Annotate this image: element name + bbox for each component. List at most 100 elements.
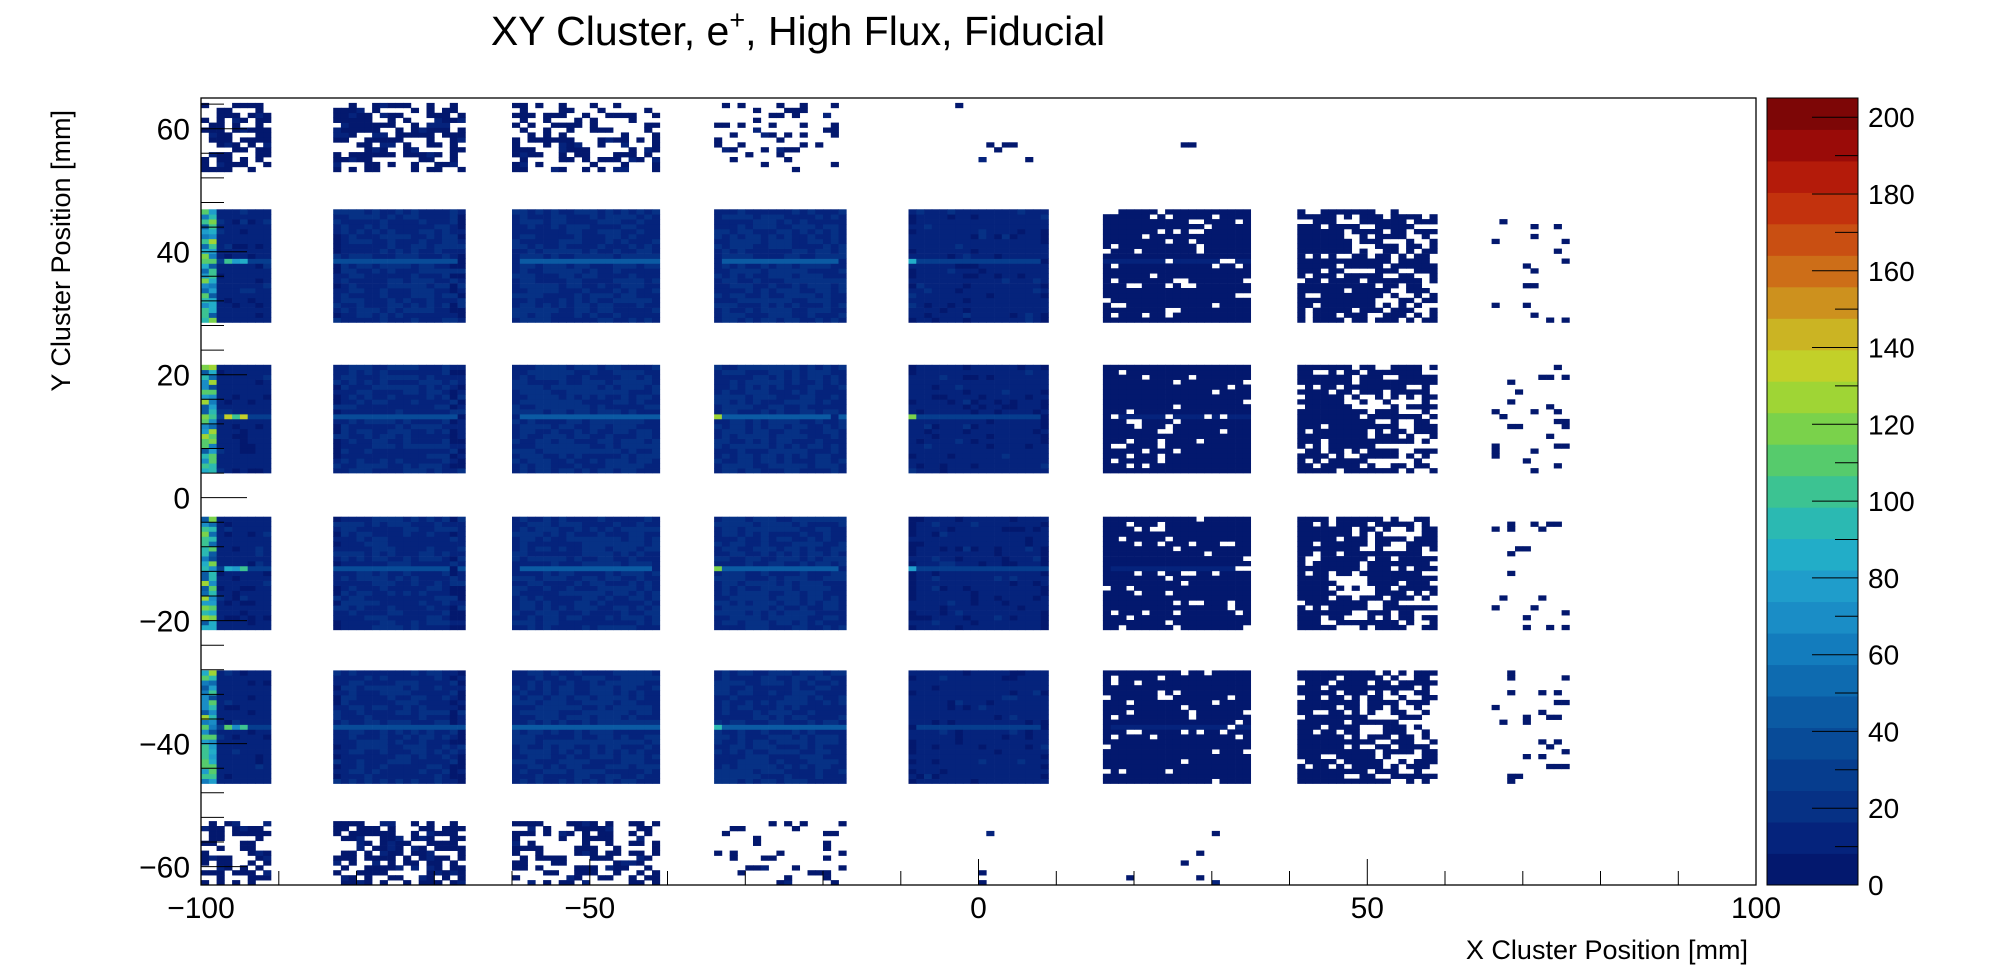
heatmap-cell — [582, 865, 591, 871]
heatmap-cell — [340, 744, 350, 750]
heatmap-cell — [620, 714, 630, 720]
heatmap-cell — [224, 531, 233, 537]
heatmap-cell — [224, 433, 233, 439]
heatmap-cell — [333, 685, 342, 691]
heatmap-cell — [208, 778, 217, 784]
heatmap-cell — [418, 521, 427, 527]
heatmap-cell — [348, 404, 357, 410]
heatmap-cell — [543, 364, 552, 371]
heatmap-cell — [636, 880, 645, 886]
heatmap-cell — [519, 763, 528, 770]
heatmap-cell — [255, 428, 264, 435]
heatmap-cell — [333, 369, 342, 376]
heatmap-cell — [449, 526, 458, 532]
heatmap-cell — [387, 719, 396, 725]
heatmap-cell — [239, 463, 249, 469]
heatmap-cell — [410, 821, 420, 827]
heatmap-cell — [512, 680, 521, 686]
heatmap-cell — [364, 699, 373, 706]
heatmap-cell — [535, 526, 544, 532]
heatmap-cell — [566, 724, 575, 730]
heatmap-cell — [232, 680, 241, 686]
heatmap-cell — [263, 699, 272, 706]
heatmap-cell — [791, 233, 801, 240]
heatmap-cell — [760, 229, 769, 235]
heatmap-cell — [644, 724, 653, 730]
heatmap-cell — [652, 565, 661, 572]
heatmap-cell — [550, 600, 560, 606]
heatmap-cell — [247, 312, 256, 318]
heatmap-cell — [356, 127, 365, 133]
heatmap-cell — [597, 521, 606, 527]
heatmap-cell — [418, 778, 427, 784]
heatmap-cell — [201, 778, 210, 784]
heatmap-cell — [333, 117, 342, 123]
heatmap-cell — [784, 317, 793, 323]
heatmap-cell — [527, 734, 536, 740]
heatmap-cell — [760, 273, 769, 279]
heatmap-cell — [333, 233, 342, 240]
heatmap-cell — [543, 754, 552, 760]
heatmap-cell — [379, 364, 388, 371]
heatmap-cell — [364, 384, 373, 390]
heatmap-cell — [364, 521, 373, 527]
heatmap-cell — [232, 759, 241, 765]
heatmap-cell — [379, 389, 388, 395]
heatmap-cell — [574, 620, 583, 626]
heatmap-cell — [216, 404, 225, 410]
heatmap-cell — [379, 600, 388, 606]
heatmap-cell — [605, 600, 614, 606]
heatmap-cell — [613, 675, 622, 681]
heatmap-cell — [426, 379, 435, 385]
heatmap-cell — [247, 526, 256, 532]
heatmap-cell — [582, 302, 591, 308]
heatmap-cell — [457, 112, 466, 119]
heatmap-cell — [410, 463, 420, 469]
heatmap-cell — [558, 157, 567, 163]
heatmap-cell — [348, 546, 357, 552]
heatmap-cell — [426, 312, 435, 318]
heatmap-cell — [410, 229, 420, 235]
heatmap-cell — [558, 463, 567, 469]
heatmap-cell — [434, 389, 443, 395]
heatmap-cell — [652, 624, 661, 631]
heatmap-cell — [232, 610, 241, 616]
heatmap-cell — [543, 615, 552, 621]
heatmap-cell — [597, 610, 606, 616]
heatmap-cell — [395, 610, 404, 616]
heatmap-cell — [379, 453, 388, 459]
heatmap-cell — [348, 238, 357, 245]
heatmap-cell — [457, 551, 466, 557]
heatmap-cell — [263, 855, 272, 861]
heatmap-cell — [457, 605, 466, 611]
heatmap-cell — [566, 458, 575, 464]
heatmap-cell — [620, 219, 630, 225]
heatmap-cell — [403, 229, 412, 235]
heatmap-cell — [628, 699, 637, 706]
heatmap-cell — [574, 292, 583, 299]
heatmap-cell — [589, 685, 598, 691]
heatmap-cell — [543, 433, 552, 439]
heatmap-cell — [519, 229, 528, 235]
heatmap-cell — [239, 624, 249, 631]
heatmap-cell — [457, 302, 466, 308]
heatmap-cell — [714, 302, 723, 308]
heatmap-cell — [263, 263, 272, 269]
heatmap-cell — [457, 214, 466, 220]
heatmap-cell — [457, 699, 466, 706]
heatmap-cell — [224, 855, 233, 861]
heatmap-cell — [519, 219, 528, 225]
heatmap-cell — [239, 845, 249, 851]
heatmap-cell — [348, 389, 357, 395]
heatmap-cell — [410, 152, 420, 158]
heatmap-cell — [620, 404, 630, 410]
heatmap-cell — [333, 680, 342, 686]
heatmap-cell — [387, 704, 396, 711]
heatmap-cell — [348, 704, 357, 711]
heatmap-cell — [768, 224, 777, 230]
heatmap-cell — [620, 112, 630, 119]
heatmap-cell — [457, 850, 466, 856]
heatmap-cell — [333, 565, 342, 572]
heatmap-cell — [737, 317, 746, 323]
heatmap-cell — [636, 778, 645, 784]
